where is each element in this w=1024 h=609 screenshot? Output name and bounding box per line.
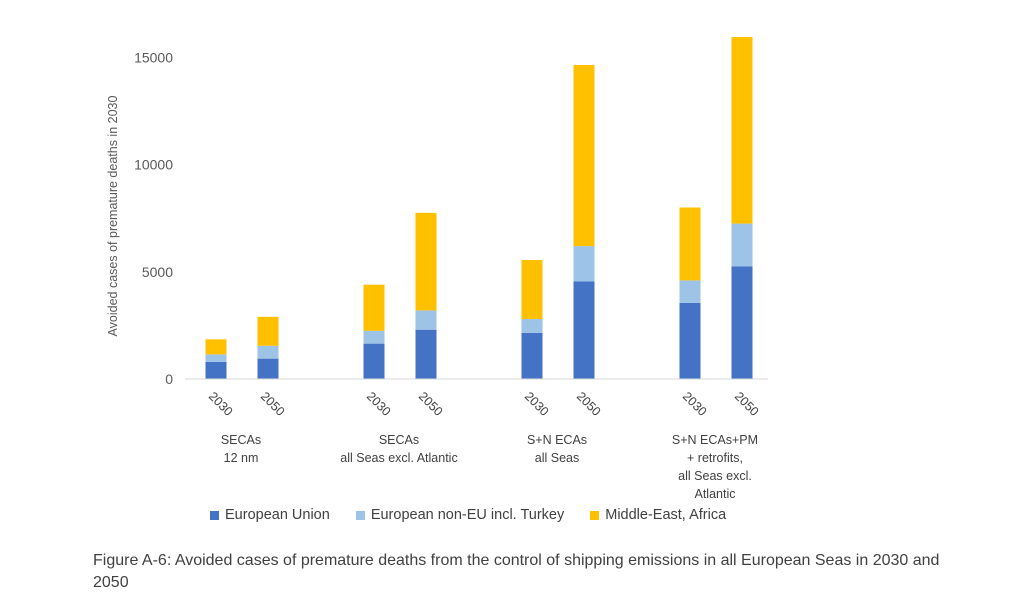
y-tick-label: 10000 bbox=[134, 157, 173, 173]
group-label: 12 nm bbox=[224, 451, 259, 465]
figure-caption: Figure A-6: Avoided cases of premature d… bbox=[93, 552, 940, 591]
x-tick-label: 2030 bbox=[364, 389, 394, 419]
y-axis-label: Avoided cases of premature deaths in 203… bbox=[106, 96, 120, 337]
bar-segment bbox=[731, 223, 753, 267]
group-label: all Seas bbox=[535, 451, 579, 465]
group-label: all Seas excl. Atlantic bbox=[340, 451, 457, 465]
legend-item-mea: Middle-East, Africa bbox=[590, 507, 726, 523]
x-tick-label: 2050 bbox=[732, 389, 762, 419]
bar-segment bbox=[521, 318, 543, 333]
group-label: Atlantic bbox=[695, 487, 736, 501]
bar-segment bbox=[731, 266, 753, 379]
group-label: S+N ECAs bbox=[527, 433, 587, 447]
bar-segment bbox=[415, 329, 437, 379]
x-tick-label: 2050 bbox=[574, 389, 604, 419]
x-tick-label: 2030 bbox=[206, 389, 236, 419]
legend-swatch-eu bbox=[210, 510, 219, 520]
bars-layer bbox=[205, 37, 753, 379]
group-label: all Seas excl. bbox=[678, 469, 752, 483]
x-tick-label: 2030 bbox=[680, 389, 710, 419]
legend-swatch-non-eu bbox=[355, 510, 365, 520]
chart: 0 5000 10000 15000 2030 2050 2030 2050 2030 2050… bbox=[106, 37, 768, 501]
bar-segment bbox=[521, 332, 543, 379]
legend: European Union European non-EU incl. Tur… bbox=[210, 507, 726, 523]
legend-label-non-eu: European non-EU incl. Turkey bbox=[370, 507, 565, 523]
bar-segment bbox=[363, 330, 385, 344]
bar-segment bbox=[363, 284, 385, 331]
bar-segment bbox=[205, 354, 227, 362]
bar-segment bbox=[257, 358, 279, 379]
bar-segment bbox=[415, 310, 437, 330]
bar-segment bbox=[205, 339, 227, 355]
legend-item-eu: European Union bbox=[210, 507, 330, 523]
y-tick-label: 15000 bbox=[134, 49, 173, 65]
bar-segment bbox=[415, 212, 437, 311]
bar-segment bbox=[363, 343, 385, 379]
y-tick-label: 0 bbox=[165, 371, 173, 387]
bar-segment bbox=[679, 207, 701, 281]
legend-label-mea: Middle-East, Africa bbox=[605, 507, 727, 523]
bar-segment bbox=[521, 260, 543, 319]
group-label: SECAs bbox=[379, 433, 419, 447]
bar-segment bbox=[257, 345, 279, 359]
legend-item-non-eu: European non-EU incl. Turkey bbox=[355, 507, 565, 523]
bar-segment bbox=[257, 316, 279, 346]
bar-segment bbox=[205, 361, 227, 379]
bar-segment bbox=[573, 246, 595, 282]
legend-label-eu: European Union bbox=[225, 507, 330, 523]
group-label: + retrofits, bbox=[687, 451, 743, 465]
bar-segment bbox=[731, 37, 753, 224]
legend-swatch-mea bbox=[590, 510, 600, 520]
bar-segment bbox=[573, 64, 595, 247]
group-label: S+N ECAs+PM bbox=[672, 433, 758, 447]
bar-segment bbox=[679, 302, 701, 379]
x-tick-labels: 2030 2050 2030 2050 2030 2050 2030 2050 bbox=[206, 389, 762, 419]
bar-segment bbox=[573, 281, 595, 379]
bar-segment bbox=[679, 280, 701, 303]
x-tick-label: 2050 bbox=[258, 389, 288, 419]
y-tick-labels: 0 5000 10000 15000 bbox=[134, 49, 173, 387]
x-tick-label: 2030 bbox=[522, 389, 552, 419]
y-tick-label: 5000 bbox=[142, 264, 173, 280]
x-tick-label: 2050 bbox=[416, 389, 446, 419]
group-label: SECAs bbox=[221, 433, 261, 447]
group-labels: SECAs 12 nm SECAs all Seas excl. Atlantic S+… bbox=[221, 433, 758, 501]
